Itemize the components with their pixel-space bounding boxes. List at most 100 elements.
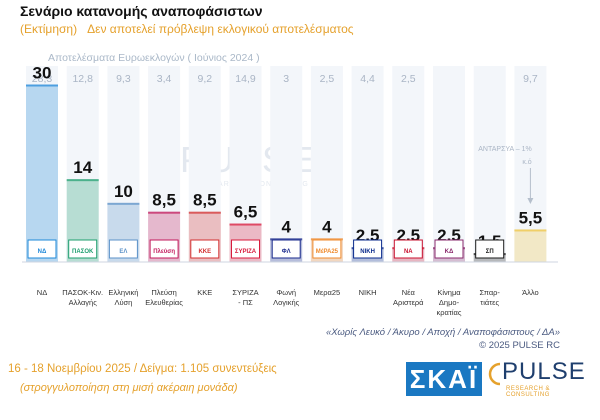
bar-value-label: 14 (73, 158, 92, 177)
bar-track (107, 66, 140, 262)
bar-track (514, 66, 547, 262)
euro-value-label: 14,9 (235, 73, 256, 85)
party-logo-text: ΚΚΕ (198, 249, 211, 255)
bar-track (229, 66, 262, 262)
euro-results-title: Αποτελέσματα Ευρωεκλογών ( Ιούνιος 2024 … (48, 52, 260, 64)
category-label: κρατίας (437, 308, 462, 317)
euro-value-label: 12,8 (72, 73, 93, 85)
party-logo (312, 239, 342, 259)
category-label: Αλλαγής (69, 298, 98, 307)
category-label: Κίνημα (437, 288, 461, 297)
category-label: ΝΔ (37, 288, 47, 297)
annotation-label-2: κ.ό (522, 158, 531, 166)
party-logo-text: ΕΛ (119, 249, 127, 255)
fieldwork-dates: 16 - 18 Νοεμβρίου 2025 / Δείγμα: 1.105 σ… (8, 363, 277, 375)
party-logo (353, 239, 383, 259)
bar-cap (188, 211, 221, 214)
category-label: Λύση (114, 298, 132, 307)
bar-value-label: 6,5 (234, 203, 258, 222)
bar-track (66, 66, 99, 262)
bar-track (433, 66, 465, 262)
category-label: ΣΥΡΙΖΑ (232, 288, 258, 297)
bar-value-label: 4 (322, 217, 332, 236)
party-logo-text: ΝΙΚΗ (360, 249, 375, 255)
euro-value-label: 2,5 (401, 73, 416, 85)
party-logo-text: ΠΑΣΟΚ (72, 249, 94, 255)
euro-value-label: 3 (283, 73, 289, 85)
party-logo-text: ΣΥΡΙΖΑ (235, 249, 257, 255)
bar-cap (310, 238, 343, 241)
bar-track (188, 66, 221, 262)
skai-logo: ΣΚΑΪ (406, 362, 482, 396)
bar-cap (229, 223, 262, 226)
pulse-logo: PULSE RESEARCH & CONSULTING (488, 358, 586, 400)
copyright: © 2025 PULSE RC (479, 340, 560, 351)
euro-value-label: 4,4 (360, 73, 375, 85)
bar-13 (514, 229, 547, 262)
rounding-note: (στρογγυλοποίηση στη μισή ακέραιη μονάδα… (20, 382, 238, 394)
estimate-label: (Εκτίμηση) (20, 22, 78, 36)
euro-value-label: 9,7 (523, 73, 538, 85)
pulse-logo-sub: RESEARCH & CONSULTING (506, 386, 551, 398)
annotation-label: ΑΝΤΑΡΣΥΑ – 1% (478, 146, 531, 153)
category-label: Αριστερά (393, 298, 424, 307)
category-label: Σπαρ- (479, 288, 500, 297)
category-label: Μερα25 (314, 288, 341, 297)
bar-value-label: 5,5 (519, 208, 543, 227)
category-label: Ελευθερίας (145, 298, 183, 307)
party-logo-text: Πλεύση (153, 249, 175, 255)
euro-value-label: 28,3 (32, 73, 53, 85)
bar-track (392, 66, 425, 262)
bar-value-label: 8,5 (193, 191, 217, 210)
party-logo-text: ΣΠ (486, 249, 494, 255)
category-label: τιάτες (480, 298, 499, 307)
category-label: Άλλο (522, 288, 539, 297)
category-label: Λογικής (273, 298, 300, 307)
bar-track (351, 66, 384, 262)
category-label: - ΠΣ (238, 298, 253, 307)
bar-cap (66, 179, 99, 182)
party-logo (108, 239, 138, 259)
bar-cap (26, 84, 58, 87)
bar-track (270, 66, 303, 262)
party-logo (434, 239, 464, 259)
party-logo-text: ΝΑ (404, 249, 413, 255)
category-label: Πλεύση (151, 288, 176, 297)
bar-value-label: 8,5 (152, 191, 176, 210)
party-logo (271, 239, 301, 259)
category-label: Φωνή (276, 288, 296, 297)
party-logo (68, 239, 98, 259)
party-logo-text: ΚΔ (445, 249, 454, 255)
bar-cap (107, 202, 140, 205)
euro-value-label: 9,2 (197, 73, 212, 85)
bar-value-label: 4 (281, 217, 291, 236)
category-label: ΚΚΕ (197, 288, 212, 297)
party-logo-text: ΜέΡΑ25 (316, 249, 339, 255)
chart-subtitle: (Εκτίμηση) Δεν αποτελεί πρόβλεψη εκλογικο… (20, 22, 354, 36)
party-logo (190, 239, 220, 259)
party-logo (475, 239, 505, 259)
bar-cap (514, 229, 547, 232)
euro-value-label: 9,3 (116, 73, 131, 85)
category-label: Δημο- (439, 298, 460, 307)
party-logo-text: ΝΔ (38, 249, 47, 255)
party-logo-text: ΦΛ (282, 249, 291, 255)
bar-track (148, 66, 181, 262)
pulse-logo-word: PULSE (502, 358, 586, 385)
disclaimer-note: Δεν αποτελεί πρόβλεψη εκλογικού αποτελέσ… (87, 22, 354, 36)
pulse-arc-icon (488, 362, 501, 386)
party-logo (27, 239, 57, 259)
bar-cap (148, 211, 181, 214)
euro-value-label: 2,5 (320, 73, 335, 85)
bar-track (473, 66, 506, 262)
category-label: Ελληνική (108, 288, 138, 297)
bar-value-label: 30 (33, 64, 52, 83)
bar-1 (26, 84, 58, 262)
footnote: «Χωρίς Λευκό / Άκυρο / Αποχή / Αναποφάσι… (325, 327, 560, 338)
category-label: ΝΙΚΗ (359, 288, 377, 297)
party-logo (149, 239, 179, 259)
party-logo (393, 239, 423, 259)
bar-track (26, 66, 58, 262)
bar-value-label: 10 (114, 182, 133, 201)
